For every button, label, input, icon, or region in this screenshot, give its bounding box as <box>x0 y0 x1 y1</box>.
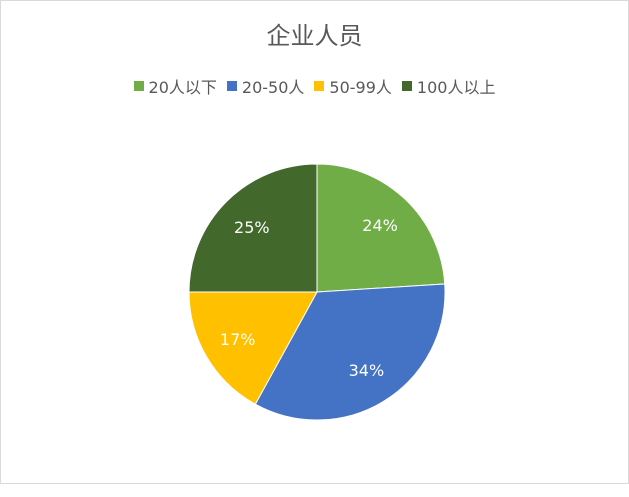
legend-swatch <box>226 81 237 91</box>
chart-title: 企业人员 <box>266 22 363 50</box>
data-label: 25% <box>234 218 270 237</box>
legend-label: 100人以上 <box>416 78 496 97</box>
pie-slice <box>188 291 318 405</box>
legend-label: 20人以下 <box>148 78 217 97</box>
legend-label: 20-50人 <box>241 78 305 97</box>
legend: 20人以下 20-50人 50-99人 100人以上 <box>0 74 629 98</box>
legend-swatch <box>401 81 412 91</box>
data-label: 34% <box>349 361 385 380</box>
pie-slice <box>316 163 446 293</box>
legend-swatch <box>133 81 144 91</box>
legend-item: 20-50人 <box>226 74 305 98</box>
legend-swatch <box>314 81 325 91</box>
legend-item: 50-99人 <box>314 74 392 98</box>
data-label: 24% <box>362 216 398 235</box>
legend-item: 20人以下 <box>133 74 217 98</box>
legend-label: 50-99人 <box>329 78 392 97</box>
legend-item: 100人以上 <box>401 74 496 98</box>
data-label: 17% <box>220 330 256 349</box>
pie-slice <box>188 163 318 293</box>
